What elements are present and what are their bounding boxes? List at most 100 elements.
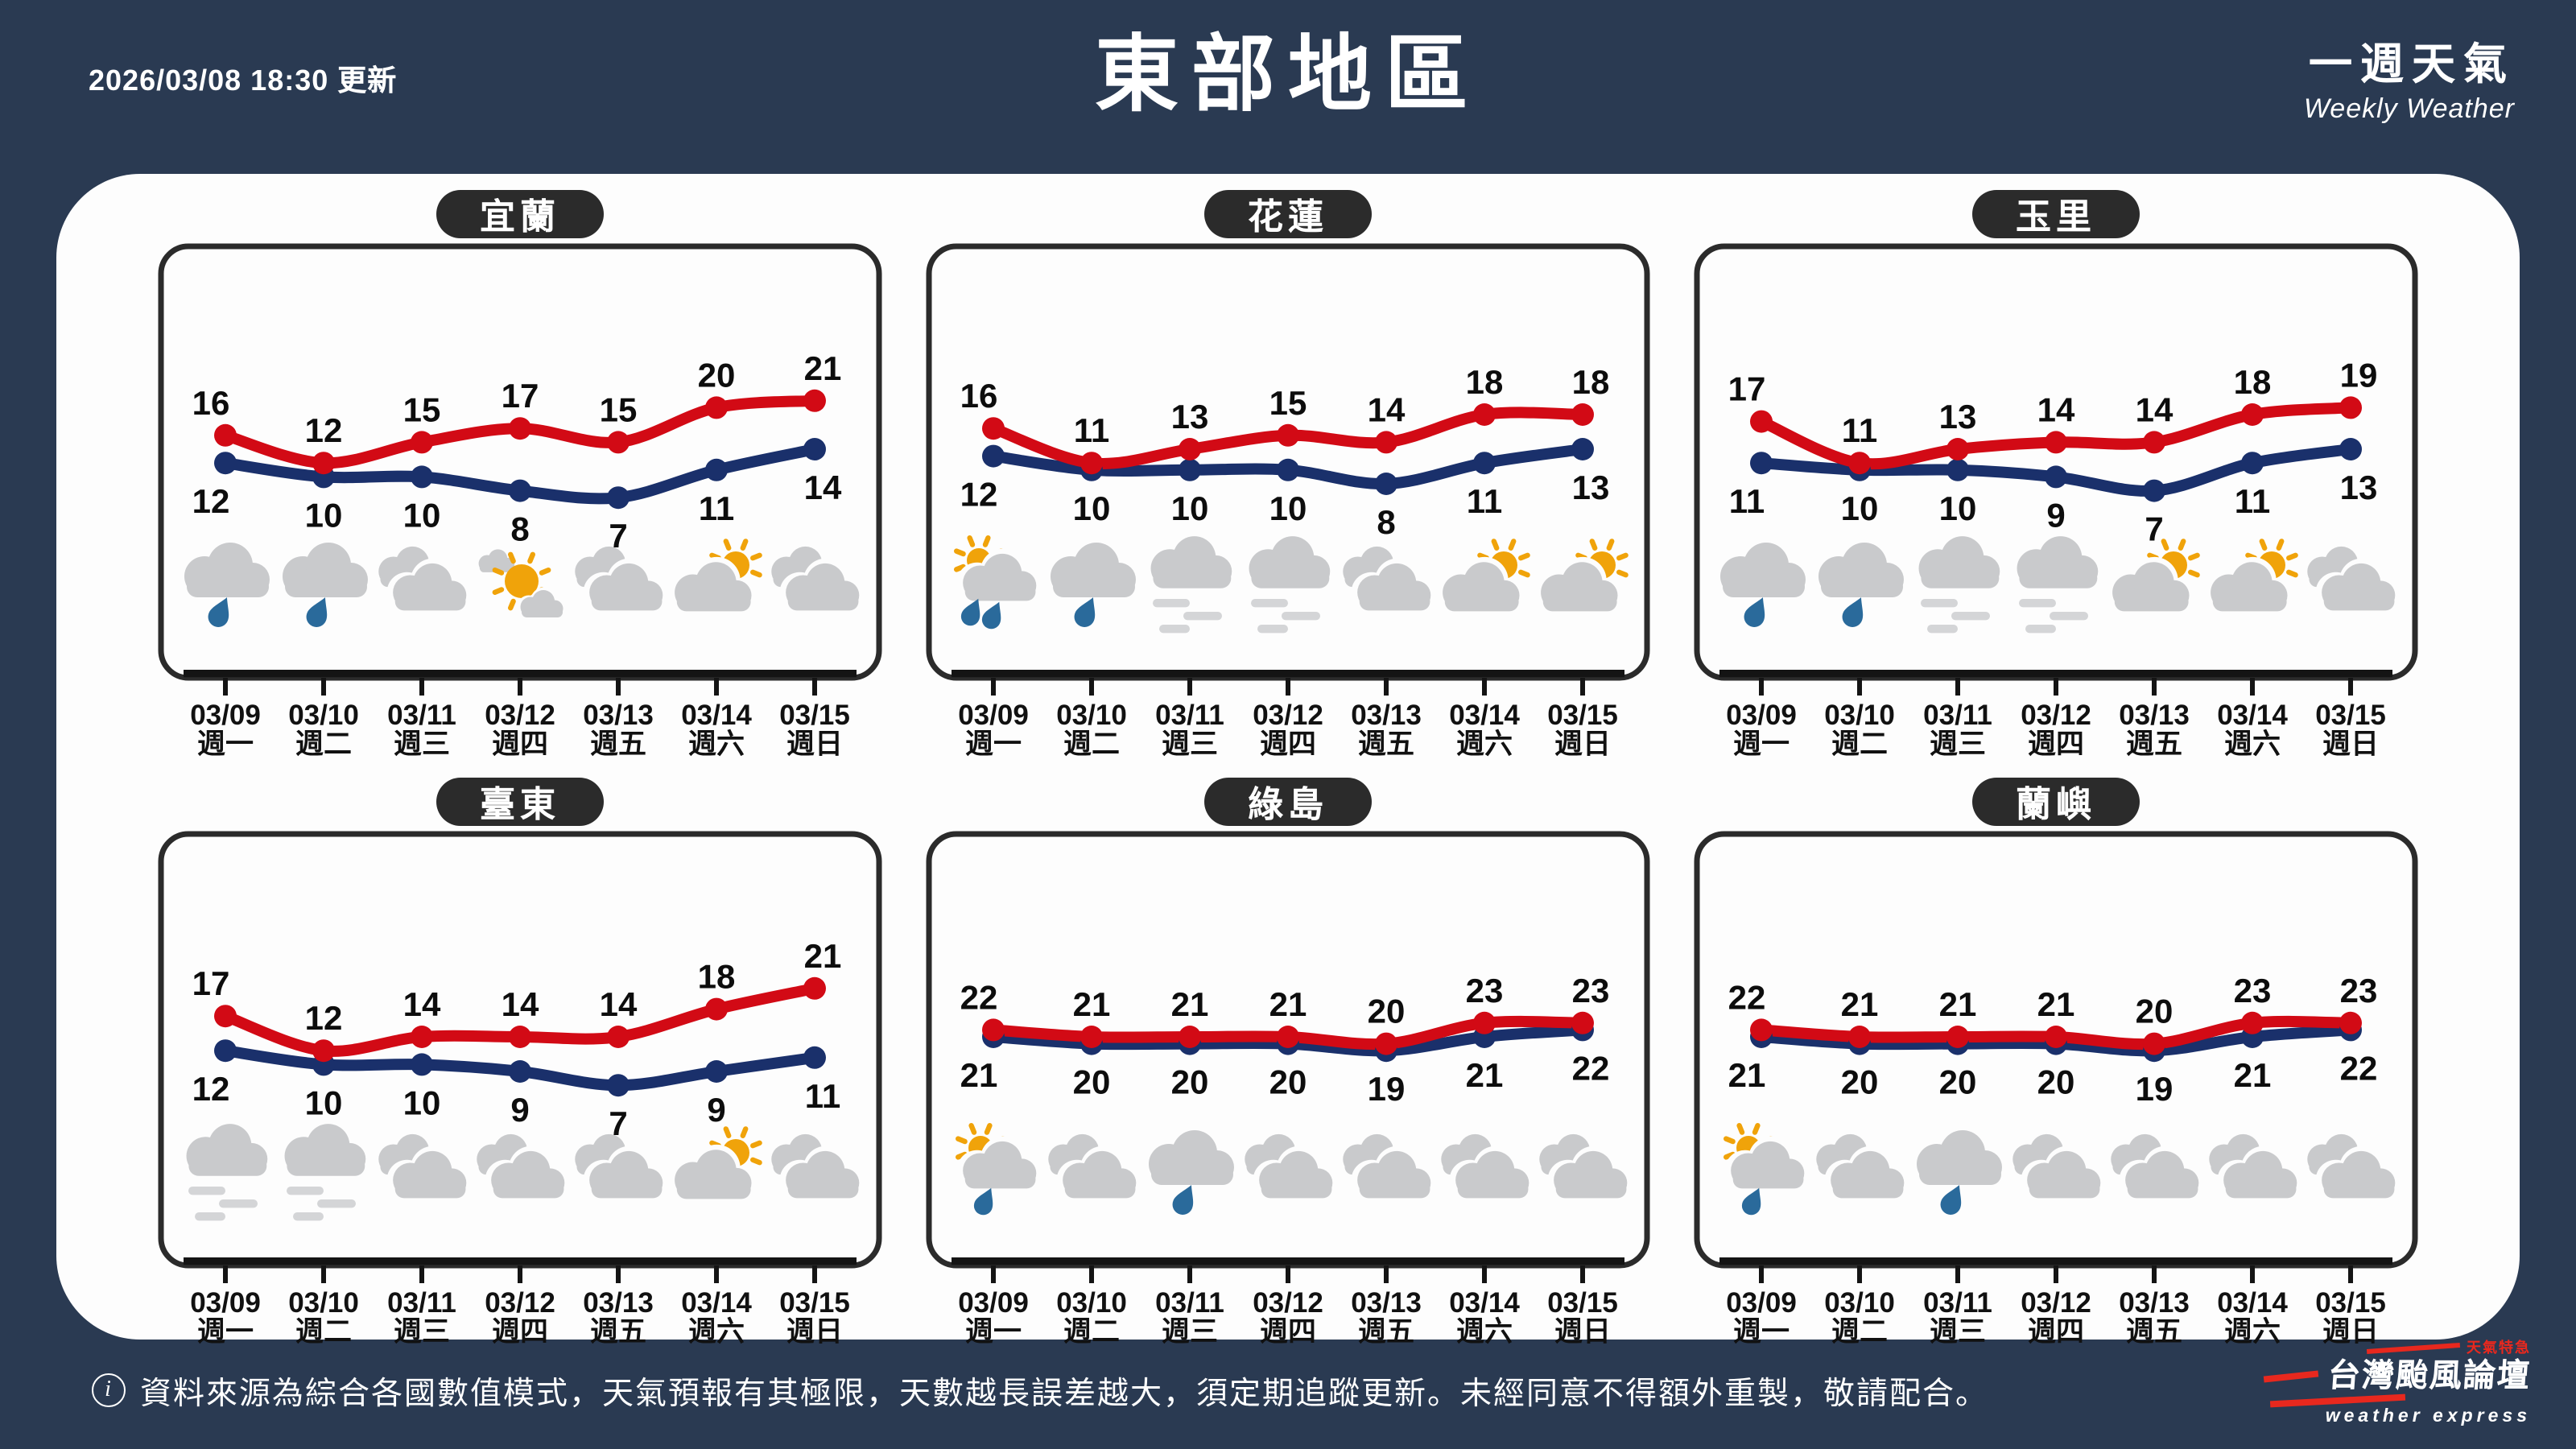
svg-text:03/12: 03/12 [1253,700,1323,731]
low-value-label: 10 [305,496,343,534]
svg-text:03/14: 03/14 [2217,1287,2288,1319]
high-point [705,997,728,1021]
forecast-chart: 03/09 03/10 03/11 03/12 03/13 03/14 03/15週一 週二週… [926,243,1650,760]
svg-text:週五: 週五 [2126,1316,2182,1348]
brand-logo: 天氣特急 台灣颱風論壇 weather express [2209,1340,2533,1426]
svg-text:03/14: 03/14 [681,700,752,731]
low-value-label: 22 [2340,1049,2378,1087]
cloudy-icon [477,1133,572,1202]
high-value-label: 11 [1842,411,1877,449]
high-value-label: 15 [1269,384,1307,422]
svg-text:03/15: 03/15 [779,1287,850,1319]
x-axis-ticks [1759,678,2353,696]
weather-icon-row [954,535,1629,634]
brand-tagline-stroke [2366,1342,2461,1355]
svg-text:03/10: 03/10 [288,1287,359,1319]
data-points [982,403,1594,495]
svg-text:週三: 週三 [1930,729,1986,760]
svg-text:03/13: 03/13 [1351,1287,1422,1319]
high-value-label: 17 [192,964,230,1002]
low-point [2045,465,2067,489]
high-value-label: 21 [804,937,842,975]
info-icon: i [92,1373,126,1407]
x-axis-dates: 03/09 03/10 03/11 03/12 03/13 03/14 03/15 [958,1287,1618,1319]
rain-icon [283,543,368,627]
x-axis-ticks [991,1265,1585,1283]
cloudy-icon [1048,1133,1143,1202]
low-value-label: 20 [1841,1063,1879,1101]
high-value-label: 15 [600,390,638,428]
high-point [509,417,531,440]
svg-text:週日: 週日 [2322,1316,2379,1348]
data-points [214,389,826,510]
high-point [2241,1011,2264,1034]
low-point [2143,479,2165,502]
weather-icon-row [184,539,866,627]
low-point [1571,438,1594,460]
svg-text:03/14: 03/14 [2217,700,2288,731]
location-pill: 蘭嶼 [1972,778,2140,826]
low-point [1277,458,1299,481]
high-point [1375,431,1397,454]
svg-text:03/10: 03/10 [1056,1287,1127,1319]
low-value-label: 11 [805,1077,840,1115]
low-point [1375,473,1397,495]
cloudy-icon [1245,1133,1340,1202]
svg-text:週三: 週三 [394,1316,450,1348]
svg-text:03/15: 03/15 [2315,700,2386,731]
svg-text:週二: 週二 [1831,729,1888,760]
high-value-label: 18 [2234,363,2272,401]
svg-text:週四: 週四 [492,729,548,760]
high-value-label: 21 [1171,985,1209,1023]
high-point [1473,403,1496,426]
svg-text:03/09: 03/09 [958,700,1029,731]
brand-main: 台灣颱風論壇 [2209,1359,2533,1394]
x-axis-ticks [223,1265,817,1283]
high-point [214,423,237,447]
high-value-label: 11 [1074,411,1109,449]
high-point [312,1039,335,1063]
low-value-label: 13 [1572,469,1610,506]
high-value-label: 23 [2234,972,2272,1009]
svg-text:週日: 週日 [786,1316,843,1348]
high-point [214,1005,237,1028]
x-axis-weekdays: 週一 週二 週三 週四 週五 週六 週日 [197,1316,843,1348]
svg-text:03/09: 03/09 [190,1287,261,1319]
low-value-label: 21 [1466,1056,1504,1094]
cloudy-icon [2013,1133,2107,1202]
svg-text:週一: 週一 [965,729,1022,760]
svg-text:03/15: 03/15 [2315,1287,2386,1319]
low-value-label: 10 [1939,489,1977,527]
x-axis-ticks [991,678,1585,696]
high-point [2339,1011,2362,1034]
low-point [1179,458,1201,481]
low-value-label: 7 [2145,510,2163,548]
cloudy-icon [1343,1133,1438,1202]
forecast-card: 宜蘭 03/09 03/10 03/11 03/12 03/13 03/14 03/15 週一週… [56,174,2520,1348]
brand-tagline: 天氣特急 [2209,1340,2531,1356]
weekly-weather-zh: 一週天氣 [2309,40,2515,89]
svg-text:03/12: 03/12 [2021,700,2091,731]
x-axis-ticks [223,678,817,696]
low-value-label: 11 [1729,482,1765,520]
svg-text:週五: 週五 [1358,729,1414,760]
svg-text:週六: 週六 [2224,729,2281,760]
high-point [1080,452,1103,475]
x-axis-dates: 03/09 03/10 03/11 03/12 03/13 03/14 03/15 [958,700,1618,731]
low-point [803,438,826,460]
low-point [1946,458,1969,481]
high-point [2241,403,2264,426]
cloudy-icon [2209,1133,2304,1202]
high-value-label: 20 [2136,993,2174,1030]
high-value-label: 22 [960,978,998,1016]
high-point [982,1018,1005,1042]
cloudy-icon [2307,546,2402,614]
svg-text:03/12: 03/12 [485,700,555,731]
forecast-chart: 03/09 03/10 03/11 03/12 03/13 03/14 03/15週一 週二週… [1694,243,2418,760]
low-point [214,452,237,475]
high-value-label: 12 [305,999,343,1037]
cloudy-icon [771,546,866,614]
low-value-label: 10 [1269,489,1307,527]
svg-text:03/11: 03/11 [387,1287,456,1319]
high-point [803,389,826,412]
